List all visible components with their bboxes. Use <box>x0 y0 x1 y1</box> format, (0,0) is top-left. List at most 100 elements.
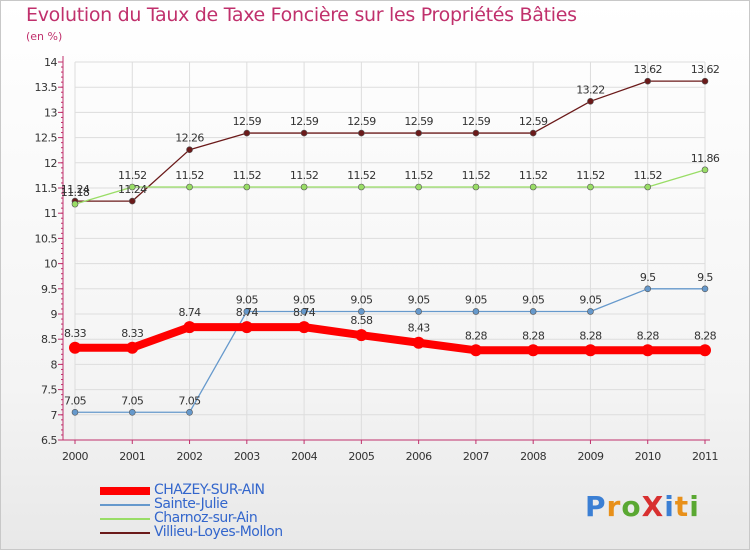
data-label: 11.52 <box>290 169 319 182</box>
data-point <box>701 77 709 85</box>
legend-swatch-charnoz <box>100 518 150 520</box>
data-label: 11.86 <box>691 152 720 165</box>
legend-label: Charnoz-sur-Ain <box>154 510 258 526</box>
y-tick-label: 8.5 <box>41 333 57 346</box>
data-point <box>412 336 425 349</box>
data-label: 11.18 <box>61 186 90 199</box>
data-point <box>701 285 709 293</box>
data-point <box>699 344 711 357</box>
data-label: 12.59 <box>233 115 262 128</box>
data-point <box>587 308 594 315</box>
data-point <box>587 98 594 105</box>
data-label: 12.59 <box>290 115 319 128</box>
data-label: 8.28 <box>694 329 717 342</box>
data-point <box>587 183 594 191</box>
data-label: 12.59 <box>462 115 491 128</box>
data-label: 11.52 <box>233 169 262 182</box>
data-point <box>527 344 540 357</box>
data-label: 11.52 <box>462 169 491 182</box>
data-point <box>128 408 136 416</box>
y-tick-label: 13.5 <box>35 81 58 94</box>
data-label: 9.5 <box>697 271 713 284</box>
x-tick-label: 2004 <box>291 450 317 463</box>
series-line <box>74 80 706 202</box>
x-tick-label: 2007 <box>463 450 489 463</box>
y-tick-label: 13 <box>44 106 57 119</box>
data-label: 11.52 <box>519 169 548 182</box>
data-point <box>469 344 482 357</box>
series-line <box>71 323 709 355</box>
y-tick-label: 11 <box>44 207 57 220</box>
data-label: 11.52 <box>347 169 376 182</box>
x-tick-label: 2009 <box>577 450 603 463</box>
data-point <box>183 321 196 334</box>
data-label: 11.52 <box>118 169 147 182</box>
x-tick-label: 2005 <box>348 450 374 463</box>
data-label: 11.24 <box>118 183 147 196</box>
y-tick-label: 14 <box>44 56 57 69</box>
data-point <box>69 341 81 354</box>
data-label: 8.74 <box>178 306 201 319</box>
x-tick-label: 2000 <box>62 450 88 463</box>
data-point <box>186 146 193 153</box>
proxiti-logo: ProXiti <box>585 490 700 523</box>
legend-swatch-chazey <box>100 487 150 495</box>
data-label: 11.24 <box>61 183 90 196</box>
data-label: 8.43 <box>408 322 431 335</box>
data-point <box>71 408 79 416</box>
y-tick-label: 6.5 <box>41 434 57 447</box>
data-point <box>358 183 365 191</box>
data-point <box>701 166 709 174</box>
y-tick-label: 9.5 <box>41 283 57 296</box>
data-point <box>472 183 480 191</box>
data-point <box>186 183 193 191</box>
data-point <box>126 341 139 354</box>
data-point <box>240 321 253 334</box>
data-label: 8.33 <box>64 327 87 340</box>
chart-unit: (en %) <box>26 30 63 43</box>
legend-label: Sainte-Julie <box>154 496 228 512</box>
data-point <box>358 308 365 315</box>
data-label: 13.62 <box>691 63 720 76</box>
x-tick-label: 2003 <box>234 450 260 463</box>
y-tick-label: 11.5 <box>35 182 58 195</box>
x-tick-label: 2006 <box>406 450 432 463</box>
data-point <box>529 183 537 191</box>
data-label: 9.05 <box>350 293 373 306</box>
data-point <box>415 129 422 137</box>
data-point <box>415 308 422 315</box>
data-point <box>415 183 422 191</box>
data-label: 8.74 <box>293 306 316 319</box>
data-point <box>584 344 597 357</box>
data-label: 13.62 <box>633 63 662 76</box>
data-label: 7.05 <box>121 394 144 407</box>
data-label: 9.05 <box>408 293 431 306</box>
data-point <box>644 183 652 191</box>
data-label: 7.05 <box>178 394 201 407</box>
x-tick-label: 2011 <box>692 450 718 463</box>
legend-swatch-sainte-julie <box>100 504 150 506</box>
data-point <box>128 183 136 191</box>
data-label: 9.05 <box>579 293 602 306</box>
data-label: 9.05 <box>522 293 545 306</box>
data-label: 11.52 <box>576 169 605 182</box>
data-point <box>472 129 480 137</box>
data-label: 13.22 <box>576 83 605 96</box>
data-label: 11.52 <box>175 169 204 182</box>
data-label: 11.52 <box>633 169 662 182</box>
data-point <box>298 321 311 334</box>
data-point <box>128 197 136 205</box>
data-point <box>529 129 537 137</box>
data-point <box>243 129 251 137</box>
data-point <box>300 129 308 137</box>
data-point <box>186 408 193 416</box>
chart-title: Evolution du Taux de Taxe Foncière sur l… <box>26 4 577 26</box>
y-tick-label: 8 <box>51 358 58 371</box>
data-label: 9.05 <box>465 293 488 306</box>
x-tick-label: 2010 <box>635 450 661 463</box>
data-point <box>472 308 480 315</box>
y-tick-label: 10.5 <box>35 232 58 245</box>
data-label: 12.59 <box>519 115 548 128</box>
data-label: 11.52 <box>404 169 433 182</box>
data-label: 9.05 <box>293 293 316 306</box>
